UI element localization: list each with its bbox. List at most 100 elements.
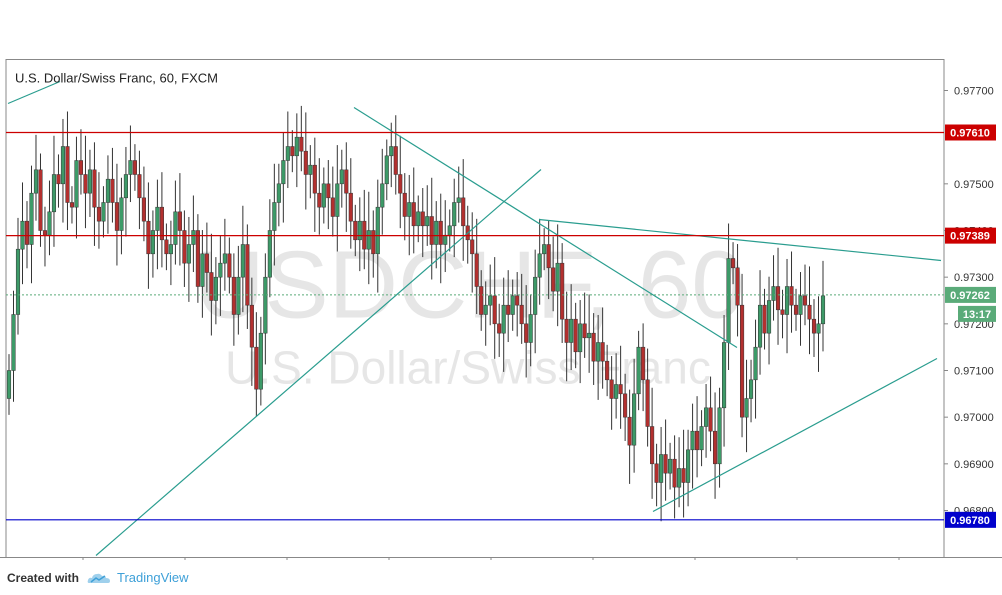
candle (492, 257, 497, 359)
candle (168, 220, 173, 286)
created-with-text: Created with (7, 570, 80, 585)
candle (290, 130, 295, 173)
candle-body (249, 304, 254, 348)
candle (357, 197, 362, 272)
candle-body (123, 174, 128, 199)
candle-body (425, 216, 430, 227)
candle (312, 137, 317, 232)
candle (636, 330, 641, 411)
candle-body (47, 211, 52, 236)
candle-body (15, 248, 21, 315)
candle-body (690, 430, 695, 451)
candle-body (699, 426, 704, 451)
candle (632, 358, 637, 473)
candle-body (555, 262, 560, 292)
level-label: 0.97610 (950, 128, 990, 140)
candle (802, 264, 808, 326)
candle-body (74, 160, 79, 208)
candle (672, 435, 677, 519)
candle (506, 270, 511, 343)
candle-body (146, 220, 151, 255)
horizontal-levels (6, 131, 944, 521)
candle-body (371, 230, 376, 255)
candle-body (775, 286, 781, 311)
candle-body (231, 276, 236, 315)
candle (267, 199, 272, 298)
candle-body (551, 267, 556, 292)
candle-body (681, 468, 686, 483)
candle (294, 113, 299, 188)
candle (744, 359, 749, 453)
candle (438, 193, 443, 284)
candle-body (344, 169, 349, 194)
candle (470, 212, 475, 293)
candle-body (141, 197, 146, 222)
candle-body (24, 220, 30, 245)
candle-body (654, 463, 659, 483)
candle-body (695, 430, 700, 451)
candle-body (802, 295, 808, 306)
candle-body (632, 393, 637, 446)
candle (245, 224, 250, 329)
candle (775, 247, 781, 345)
candle-body (739, 304, 745, 418)
candle-body (326, 183, 331, 199)
trend-line-top-left[interactable] (7, 80, 61, 105)
candle (766, 276, 772, 365)
trend-line-rising-support[interactable] (95, 169, 542, 556)
candle (348, 158, 353, 249)
candle (686, 429, 691, 507)
candle (164, 223, 169, 271)
candle (573, 302, 578, 369)
tradingview-brand-link[interactable]: TradingView (117, 570, 189, 585)
trend-line-upper-triangle[interactable] (538, 218, 942, 262)
candle-body (56, 174, 61, 185)
candle-body (339, 169, 344, 185)
candle (213, 257, 218, 325)
candle (708, 376, 713, 452)
y-tick-label: 0.97000 (954, 412, 994, 424)
y-tick-label: 0.97300 (954, 272, 994, 284)
candle-body (321, 183, 326, 208)
candle-body (793, 304, 799, 315)
candle-body (240, 244, 245, 278)
candle (200, 230, 205, 318)
candle (722, 314, 727, 447)
candle-body (227, 253, 232, 278)
tradingview-cloud-icon[interactable] (87, 571, 111, 585)
candle-body (587, 332, 592, 339)
candle-body (276, 183, 281, 203)
candle-body (717, 407, 722, 465)
candle-body (614, 384, 619, 399)
candle (11, 290, 16, 402)
candle (807, 266, 812, 355)
candle (33, 134, 39, 221)
candle-body (726, 258, 731, 343)
candle (371, 210, 376, 278)
candle-body (600, 342, 605, 362)
candle (429, 177, 434, 280)
candle-body (497, 323, 502, 334)
trend-line-falling-resistance[interactable] (353, 106, 738, 349)
candle-body (114, 202, 119, 231)
candle-body (177, 211, 182, 231)
candle-body (222, 253, 227, 264)
candle-body (789, 286, 794, 306)
trend-line-lower-triangle[interactable] (652, 357, 938, 513)
candle (83, 135, 88, 229)
countdown-label: 13:17 (963, 309, 991, 321)
candle (627, 389, 632, 484)
candle (78, 129, 84, 195)
candle-body (569, 318, 574, 343)
candle-body (137, 174, 142, 199)
candle-body (200, 253, 205, 287)
candle (105, 155, 110, 234)
candle (784, 258, 790, 354)
candle (38, 153, 43, 247)
candle (110, 147, 115, 223)
level-badge (945, 511, 996, 528)
candle-body (735, 267, 740, 306)
candle-body (627, 416, 632, 446)
candle (645, 348, 650, 447)
